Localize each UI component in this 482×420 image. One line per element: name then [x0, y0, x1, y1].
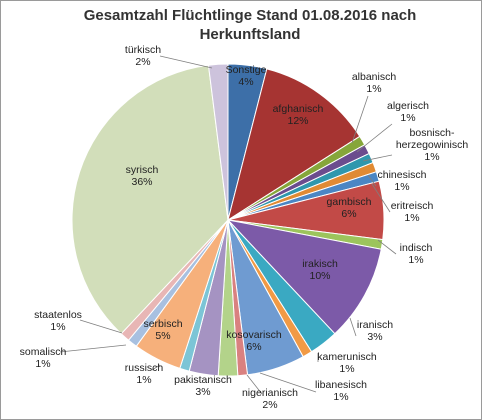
slice-label-bosnisch-herzegowinisch: bosnisch-herzegowinisch 1%: [396, 127, 469, 163]
slice-label-sonstige: Sonstige 4%: [226, 64, 267, 88]
slice-label-eritreisch: eritreisch 1%: [391, 200, 434, 224]
chart-title: Gesamtzahl Flüchtlinge Stand 01.08.2016 …: [60, 6, 440, 44]
leader-line: [371, 183, 391, 213]
slice-label-irakisch: irakisch 10%: [302, 258, 338, 282]
slice-label-albanisch: albanisch 1%: [352, 71, 397, 95]
slice-label-afghanisch: afghanisch 12%: [273, 103, 324, 127]
slice-label-chinesisch: chinesisch 1%: [377, 169, 426, 193]
pie-slice-irakisch: [226, 219, 382, 335]
chart-title-line-2: Herkunftsland: [199, 26, 301, 43]
slice-label-somalisch: somalisch 1%: [20, 346, 67, 370]
slice-label-syrisch: syrisch 36%: [126, 164, 159, 188]
leader-line: [151, 364, 161, 371]
leader-line: [362, 154, 393, 162]
slice-label-indisch: indisch 1%: [400, 242, 433, 266]
slice-label-algerisch: algerisch 1%: [387, 100, 429, 124]
slice-label-kamerunisch: kamerunisch 1%: [317, 351, 377, 375]
slice-label-libanesisch: libanesisch 1%: [315, 379, 367, 403]
slice-label-russisch: russisch 1%: [125, 362, 164, 386]
leader-line: [159, 55, 213, 69]
slice-label-iranisch: iranisch 3%: [357, 319, 393, 343]
leader-line: [356, 123, 393, 153]
slice-label-staatenlos: staatenlos 1%: [34, 309, 82, 333]
leader-line: [367, 174, 377, 187]
slice-label-t-rkisch: türkisch 2%: [125, 44, 161, 68]
slice-label-kosovarisch: kosovarisch 6%: [226, 329, 282, 353]
slice-label-gambisch: gambisch 6%: [327, 196, 372, 220]
chart-title-line-1: Gesamtzahl Flüchtlinge Stand 01.08.2016 …: [83, 7, 417, 24]
leader-line: [246, 374, 263, 395]
slice-label-pakistanisch: pakistanisch 3%: [174, 374, 232, 398]
leader-line: [377, 239, 397, 255]
slice-label-serbisch: serbisch 5%: [143, 318, 182, 342]
slice-label-nigerianisch: nigerianisch 2%: [242, 387, 298, 411]
leader-line: [79, 319, 123, 334]
pie-slice-syrisch: [71, 64, 229, 335]
leader-line: [351, 95, 369, 144]
leader-line: [59, 344, 127, 353]
leader-line: [349, 317, 357, 337]
pie-slice-t-rkisch: [207, 63, 229, 221]
leader-line: [259, 372, 317, 393]
